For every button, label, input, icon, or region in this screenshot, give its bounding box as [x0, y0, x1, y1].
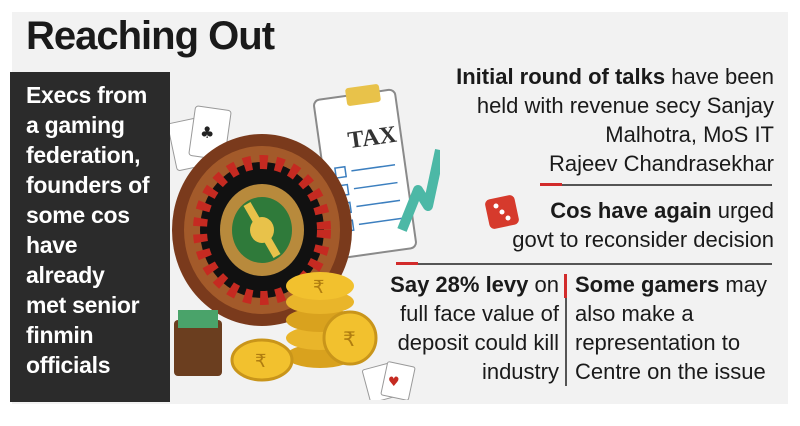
point-text: also make a — [575, 301, 694, 326]
rupee-coin-icon: ₹ ₹ ₹ — [230, 272, 378, 382]
point-text: industry — [481, 359, 559, 384]
accent-bar — [540, 183, 562, 186]
point-text: Centre on the issue — [575, 359, 766, 384]
sidebar-line: officials — [26, 352, 111, 378]
point-text: Malhotra, MoS IT — [605, 122, 774, 147]
playing-cards-icon: ♣ — [170, 105, 232, 171]
point-text: representation to — [575, 330, 741, 355]
point-text: deposit could kill — [397, 330, 559, 355]
point-text: have been — [665, 64, 774, 89]
sidebar-line: founders of — [26, 172, 150, 198]
sidebar-line: federation, — [26, 142, 141, 168]
growth-arrow-icon — [397, 148, 440, 232]
divider — [562, 184, 772, 186]
point-initial-talks: Initial round of talks have been held wi… — [456, 62, 774, 178]
sidebar-line: already — [26, 262, 105, 288]
sidebar-line: Execs from — [26, 82, 148, 108]
point-text: held with revenue secy Sanjay — [476, 93, 774, 118]
sidebar-text: Execs from a gaming federation, founders… — [26, 80, 164, 380]
point-text: on — [528, 272, 559, 297]
accent-bar — [564, 274, 567, 298]
point-text: may — [719, 272, 767, 297]
sidebar-line: met senior — [26, 292, 140, 318]
dice-icon — [485, 195, 519, 229]
point-bold: Initial round of talks — [456, 64, 666, 89]
point-levy: Say 28% levy on full face value of depos… — [390, 270, 559, 386]
point-gamers: Some gamers may also make a representati… — [575, 270, 767, 386]
wallet-icon — [174, 310, 222, 376]
sidebar-line: some cos — [26, 202, 130, 228]
svg-text:♣: ♣ — [200, 123, 214, 142]
sidebar-line: a gaming — [26, 112, 125, 138]
point-bold: Cos have again — [550, 198, 712, 223]
divider — [418, 263, 772, 265]
point-text: govt to reconsider decision — [512, 227, 774, 252]
divider — [565, 298, 567, 386]
svg-text:♥: ♥ — [388, 375, 400, 390]
coin-symbol: ₹ — [255, 351, 266, 372]
point-text: full face value of — [400, 301, 559, 326]
point-bold: Say 28% levy — [390, 272, 529, 297]
sidebar-line: finmin — [26, 322, 94, 348]
sidebar-line: have — [26, 232, 78, 258]
point-text: Rajeev Chandrasekhar — [548, 151, 774, 176]
coin-symbol: ₹ — [343, 327, 356, 351]
coin-symbol: ₹ — [313, 277, 324, 298]
gaming-illustration: ♣ TAX — [170, 84, 440, 400]
page-title: Reaching Out — [26, 14, 275, 58]
playing-cards-icon: ♥ — [362, 361, 416, 400]
point-bold: Some gamers — [575, 272, 720, 297]
point-text: urged — [711, 198, 774, 223]
point-cos-urged: Cos have again urged govt to reconsider … — [512, 196, 774, 254]
accent-bar — [396, 262, 418, 265]
sidebar-summary: Execs from a gaming federation, founders… — [10, 72, 170, 402]
